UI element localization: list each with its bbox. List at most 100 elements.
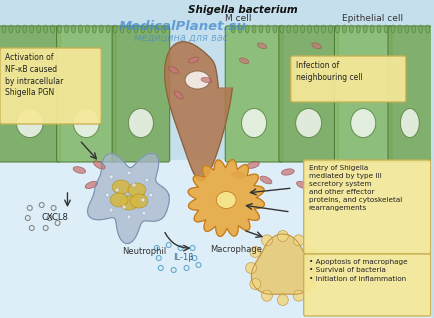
Ellipse shape	[305, 246, 316, 258]
Ellipse shape	[370, 25, 374, 33]
Ellipse shape	[294, 25, 298, 33]
FancyBboxPatch shape	[0, 26, 60, 162]
Ellipse shape	[335, 25, 339, 33]
Ellipse shape	[30, 25, 34, 33]
Ellipse shape	[287, 25, 291, 33]
Ellipse shape	[2, 25, 6, 33]
Text: CXCL8: CXCL8	[42, 213, 69, 223]
Ellipse shape	[349, 25, 353, 33]
FancyBboxPatch shape	[304, 160, 431, 254]
FancyBboxPatch shape	[0, 48, 101, 124]
FancyBboxPatch shape	[279, 26, 339, 162]
Text: M cell: M cell	[225, 14, 251, 23]
Ellipse shape	[312, 43, 321, 49]
Ellipse shape	[296, 181, 309, 189]
Ellipse shape	[127, 25, 131, 33]
Text: медицина для вас: медицина для вас	[134, 33, 228, 43]
Text: Shigella bacterium: Shigella bacterium	[188, 5, 298, 15]
FancyBboxPatch shape	[335, 26, 392, 162]
Ellipse shape	[391, 25, 395, 33]
Ellipse shape	[120, 196, 138, 210]
Ellipse shape	[322, 25, 326, 33]
Ellipse shape	[92, 25, 96, 33]
Ellipse shape	[9, 25, 13, 33]
Ellipse shape	[51, 25, 55, 33]
FancyBboxPatch shape	[291, 56, 406, 102]
Ellipse shape	[37, 25, 41, 33]
Ellipse shape	[247, 162, 260, 168]
Ellipse shape	[128, 183, 146, 197]
Text: IL-1β: IL-1β	[173, 253, 194, 262]
Ellipse shape	[148, 25, 152, 33]
Ellipse shape	[120, 25, 124, 33]
Ellipse shape	[106, 25, 110, 33]
Ellipse shape	[16, 25, 20, 33]
Ellipse shape	[110, 193, 128, 207]
Ellipse shape	[44, 25, 48, 33]
Ellipse shape	[79, 25, 82, 33]
Ellipse shape	[145, 178, 149, 182]
Ellipse shape	[419, 25, 423, 33]
Ellipse shape	[93, 161, 105, 169]
Ellipse shape	[216, 191, 236, 209]
Ellipse shape	[405, 25, 409, 33]
FancyBboxPatch shape	[112, 26, 170, 162]
Ellipse shape	[141, 25, 145, 33]
Ellipse shape	[250, 246, 261, 258]
Ellipse shape	[277, 294, 288, 306]
Ellipse shape	[85, 25, 89, 33]
Polygon shape	[251, 234, 314, 294]
Ellipse shape	[174, 91, 183, 99]
Ellipse shape	[262, 290, 273, 301]
Polygon shape	[88, 153, 169, 244]
Ellipse shape	[305, 279, 316, 289]
Ellipse shape	[296, 108, 322, 138]
Ellipse shape	[73, 108, 99, 138]
Ellipse shape	[127, 215, 131, 219]
Ellipse shape	[346, 162, 358, 168]
Ellipse shape	[252, 25, 256, 33]
Ellipse shape	[65, 25, 69, 33]
Ellipse shape	[426, 25, 430, 33]
Ellipse shape	[377, 25, 381, 33]
Ellipse shape	[309, 262, 320, 273]
Text: Entry of Shigella
mediated by type III
secretory system
and other effector
prote: Entry of Shigella mediated by type III s…	[309, 165, 402, 211]
Ellipse shape	[162, 25, 166, 33]
Ellipse shape	[85, 181, 98, 189]
Ellipse shape	[301, 25, 305, 33]
Ellipse shape	[201, 77, 212, 83]
Ellipse shape	[141, 198, 145, 202]
Ellipse shape	[308, 25, 312, 33]
Ellipse shape	[58, 25, 62, 33]
Ellipse shape	[238, 25, 242, 33]
Ellipse shape	[72, 25, 76, 33]
Ellipse shape	[259, 25, 263, 33]
Ellipse shape	[232, 172, 244, 178]
Text: MedicalPlanet.su: MedicalPlanet.su	[119, 20, 247, 33]
Ellipse shape	[105, 193, 109, 197]
Ellipse shape	[266, 25, 270, 33]
Ellipse shape	[99, 25, 103, 33]
Ellipse shape	[245, 25, 249, 33]
Ellipse shape	[109, 208, 113, 212]
Ellipse shape	[294, 58, 303, 64]
FancyBboxPatch shape	[304, 254, 431, 316]
Ellipse shape	[250, 279, 261, 289]
Ellipse shape	[112, 180, 130, 194]
Ellipse shape	[134, 25, 138, 33]
Ellipse shape	[122, 205, 126, 209]
Ellipse shape	[273, 25, 277, 33]
Ellipse shape	[115, 188, 119, 192]
Ellipse shape	[315, 25, 319, 33]
Polygon shape	[164, 42, 232, 181]
Ellipse shape	[109, 175, 113, 179]
Ellipse shape	[188, 57, 199, 63]
FancyBboxPatch shape	[225, 26, 283, 162]
Ellipse shape	[412, 25, 416, 33]
Ellipse shape	[185, 71, 210, 89]
Ellipse shape	[293, 235, 304, 246]
Ellipse shape	[23, 25, 27, 33]
Ellipse shape	[332, 174, 343, 182]
Text: Activation of
NF-κB caused
by intracellular
Shigella PGN: Activation of NF-κB caused by intracellu…	[5, 53, 63, 97]
Text: • Apoptosis of macrophage
• Survival of bacteria
• Initiation of inflammation: • Apoptosis of macrophage • Survival of …	[309, 259, 407, 282]
